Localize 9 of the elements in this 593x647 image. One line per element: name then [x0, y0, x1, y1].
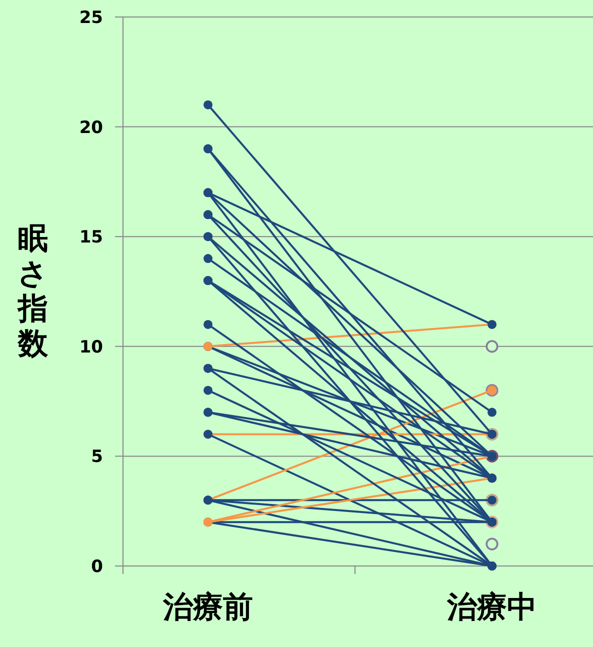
- y-tick-label: 0: [91, 557, 104, 577]
- x-tick-label: 治療中: [446, 590, 537, 625]
- y-tick-label: 25: [79, 8, 103, 28]
- y-tick-label: 10: [79, 337, 104, 358]
- y-tick-label: 15: [79, 228, 103, 248]
- y-axis-title: 眠さ指数: [17, 222, 49, 362]
- x-tick-label: 治療前: [162, 590, 253, 625]
- y-tick-label: 5: [91, 447, 103, 468]
- y-tick-label: 20: [79, 118, 104, 138]
